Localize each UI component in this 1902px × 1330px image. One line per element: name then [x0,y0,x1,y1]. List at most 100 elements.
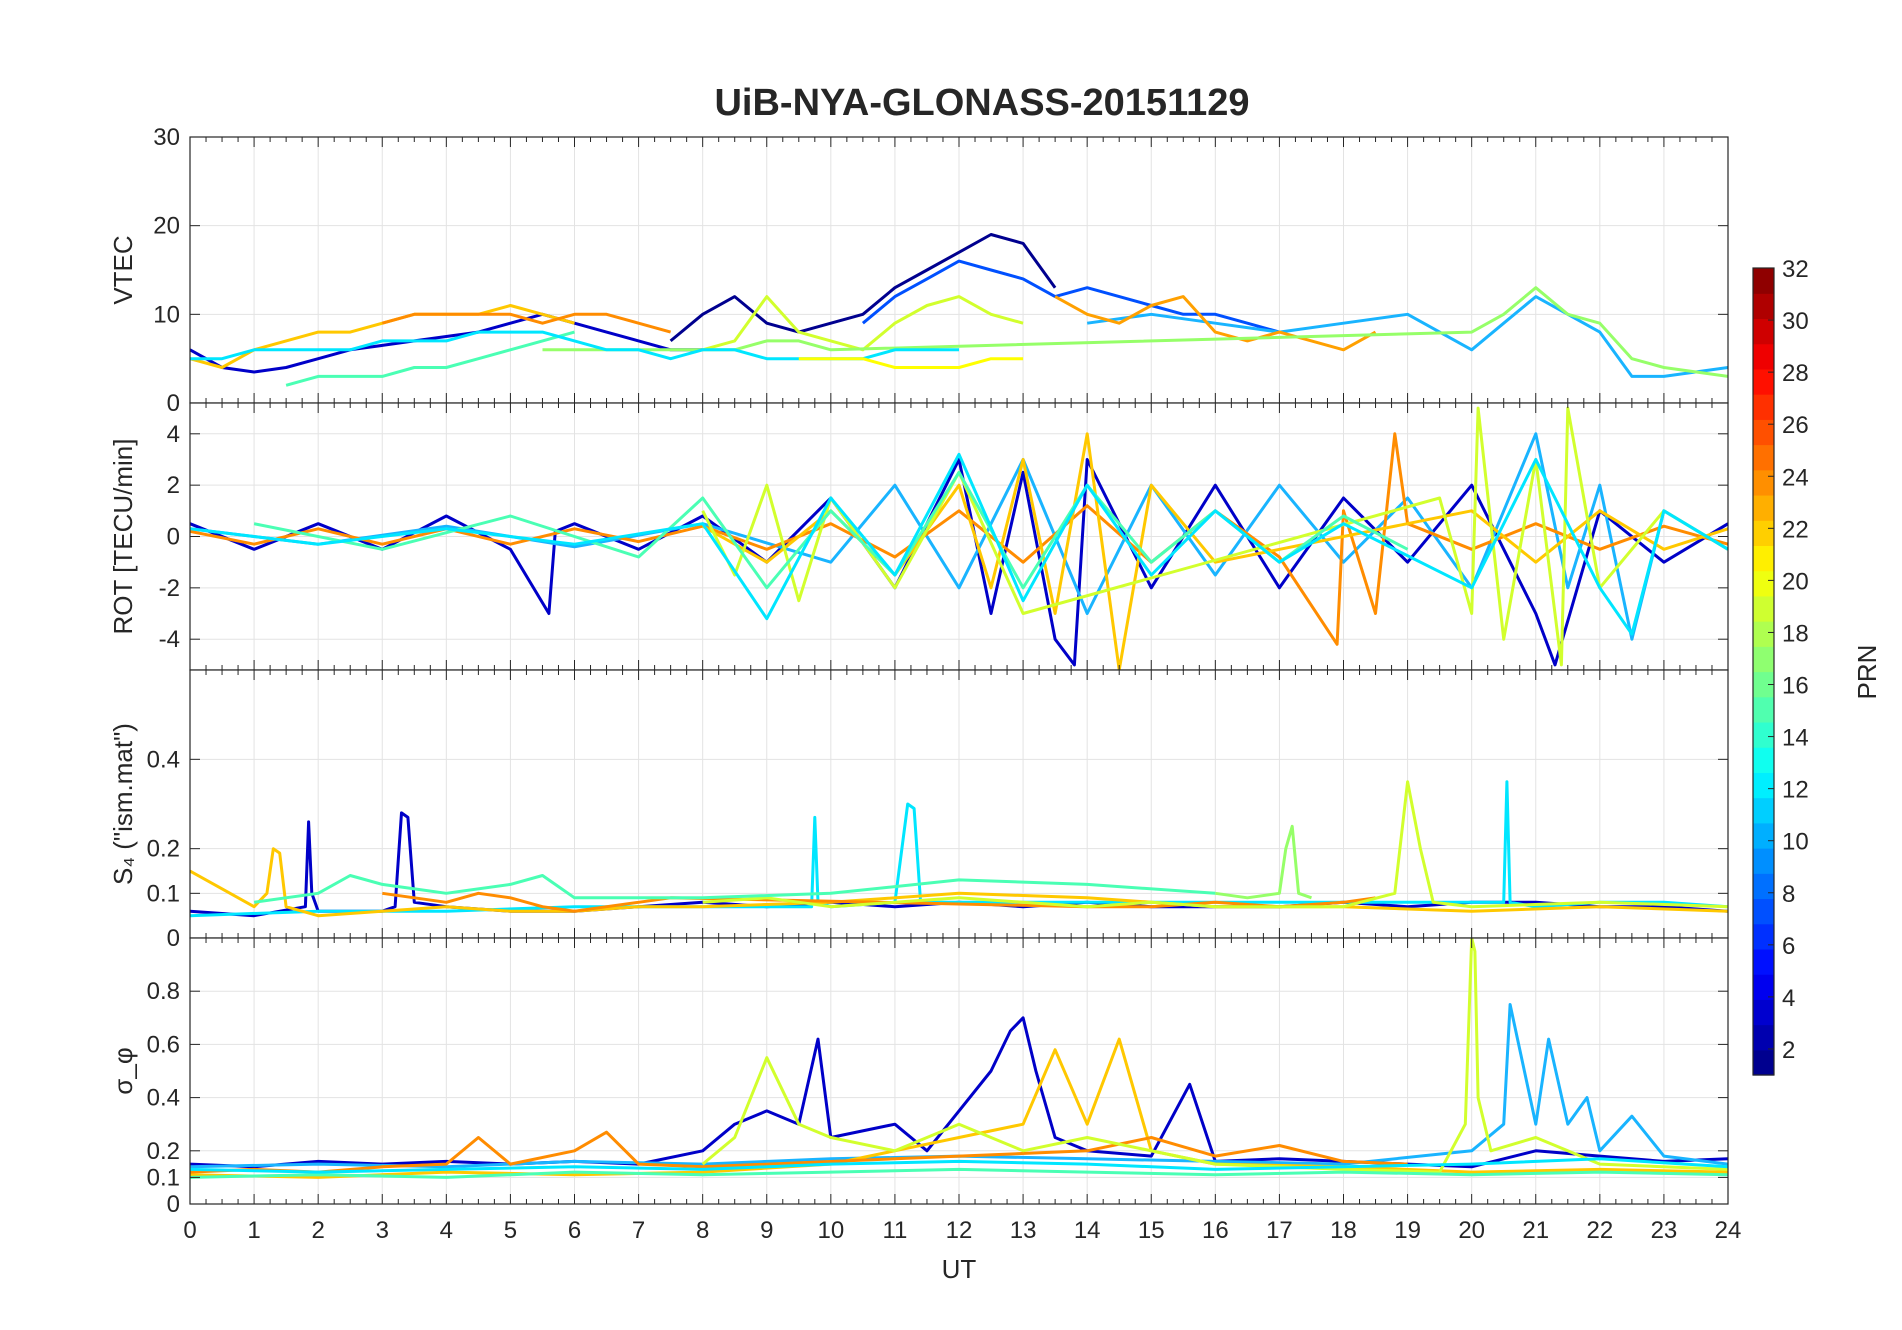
colorbar-level [1753,822,1774,849]
colorbar-level [1753,444,1774,471]
colorbar-level [1753,343,1774,370]
x-tick-label: 24 [1715,1217,1742,1244]
colorbar-tick-label: 6 [1782,933,1795,960]
panel-s4: 0 0.1 0.2 0.4 S₄ ("ism.mat") [108,669,1729,952]
x-tick-label: 8 [696,1217,709,1244]
colorbar-level [1753,545,1774,572]
series-line-6 [190,1167,1728,1179]
colorbar-tick-label: 22 [1782,516,1809,543]
x-tick-label: 7 [632,1217,645,1244]
series-group [190,233,1728,387]
series-line-2 [190,1003,1728,1169]
colorbar-level [1753,974,1774,1000]
colorbar-level [1753,621,1774,647]
colorbar-level [1753,873,1774,900]
y-tick-label: -4 [159,626,180,653]
y-tick-label: 0.2 [147,1138,180,1165]
y-tick-label: 2 [167,472,180,499]
colorbar-tick-label: 12 [1782,777,1809,804]
y-tick-label: 0 [167,524,180,551]
y-tick-label: 0.4 [147,1085,180,1112]
series-line-6 [381,312,672,334]
series-line-2 [669,233,1057,343]
panel-vtec: 0 10 20 30 VTEC [108,124,1729,417]
y-tick-label: 0.2 [147,836,180,863]
y-tick-label: 0.6 [147,1031,180,1058]
y-tick-label: -2 [159,575,180,602]
y-tick-label: 20 [153,213,180,240]
x-axis-label: UT [942,1254,977,1284]
y-tick-label: 0.1 [147,880,180,907]
colorbar-level [1753,797,1774,824]
y-axis-label: ROT [TECU/min] [108,439,138,635]
colorbar-level [1753,848,1774,874]
series-line-7 [1054,295,1377,352]
colorbar-level [1753,721,1774,748]
series-group [190,938,1728,1179]
colorbar-tick-label: 16 [1782,673,1809,700]
colorbar-tick-label: 28 [1782,360,1809,387]
colorbar-level [1753,747,1774,773]
series-line-3 [861,259,1280,334]
x-tick-label: 9 [760,1217,773,1244]
colorbar-level [1753,671,1774,698]
colorbar-level [1753,419,1774,446]
colorbar-level [1753,646,1774,673]
colorbar-level [1753,469,1774,496]
x-tick-label: 20 [1458,1217,1485,1244]
series-group [190,406,1728,670]
series-line-5 [701,938,1728,1174]
y-tick-label: 0.4 [147,746,180,773]
y-tick-label: 0.8 [147,978,180,1005]
x-tick-label: 21 [1522,1217,1549,1244]
colorbar-level [1753,595,1774,622]
panel-sigma_phi: 00.10.20.40.60.8σ_φ0 1 2 3 4 5 6 7 8 9 10 11 12 13 14 1… [108,937,1742,1284]
colorbar-tick-label: 14 [1782,725,1809,752]
series-line-7 [190,452,1728,636]
y-axis-label: S₄ ("ism.mat") [108,723,138,885]
series-line-4 [1086,295,1728,378]
x-tick-label: 15 [1138,1217,1165,1244]
x-tick-label: 17 [1266,1217,1293,1244]
y-tick-label: 0.1 [147,1164,180,1191]
series-line-7 [253,874,1216,904]
series-line-1 [190,312,703,374]
colorbar-level [1753,318,1774,345]
colorbar-frame [1752,267,1775,1076]
colorbar-tick-label: 26 [1782,412,1809,439]
x-tick-label: 2 [311,1217,324,1244]
colorbar-level [1753,570,1774,597]
x-tick-label: 16 [1202,1217,1229,1244]
colorbar-level [1753,1049,1774,1076]
x-tick-label: 22 [1586,1217,1613,1244]
series-line-5 [702,780,1728,909]
colorbar-tick-label: 10 [1782,829,1809,856]
colorbar-tick-label: 4 [1782,985,1795,1012]
x-tick-label: 10 [817,1217,844,1244]
y-tick-label: 30 [153,124,180,151]
panel-rot: -4 -2 0 2 4 ROT [TECU/min] [108,402,1729,671]
colorbar-tick-label: 2 [1782,1037,1795,1064]
colorbar-level [1753,772,1774,799]
colorbar-level [1753,923,1774,950]
colorbar-level [1753,394,1774,420]
x-tick-label: 23 [1651,1217,1678,1244]
colorbar-level [1753,268,1774,294]
x-tick-label: 5 [504,1217,517,1244]
colorbar-tick-label: 20 [1782,568,1809,595]
series-line-12 [798,357,1024,369]
colorbar-tick-label: 24 [1782,464,1809,491]
colorbar-level [1753,696,1774,723]
series-line-4 [190,1130,1408,1174]
colorbar-level [1753,898,1774,925]
y-tick-label: 0 [167,925,180,952]
series-line-5 [701,406,1728,667]
colorbar-level [1753,520,1774,547]
x-tick-label: 18 [1330,1217,1357,1244]
colorbar-level [1753,368,1774,395]
x-tick-label: 0 [183,1217,196,1244]
x-tick-label: 12 [946,1217,973,1244]
